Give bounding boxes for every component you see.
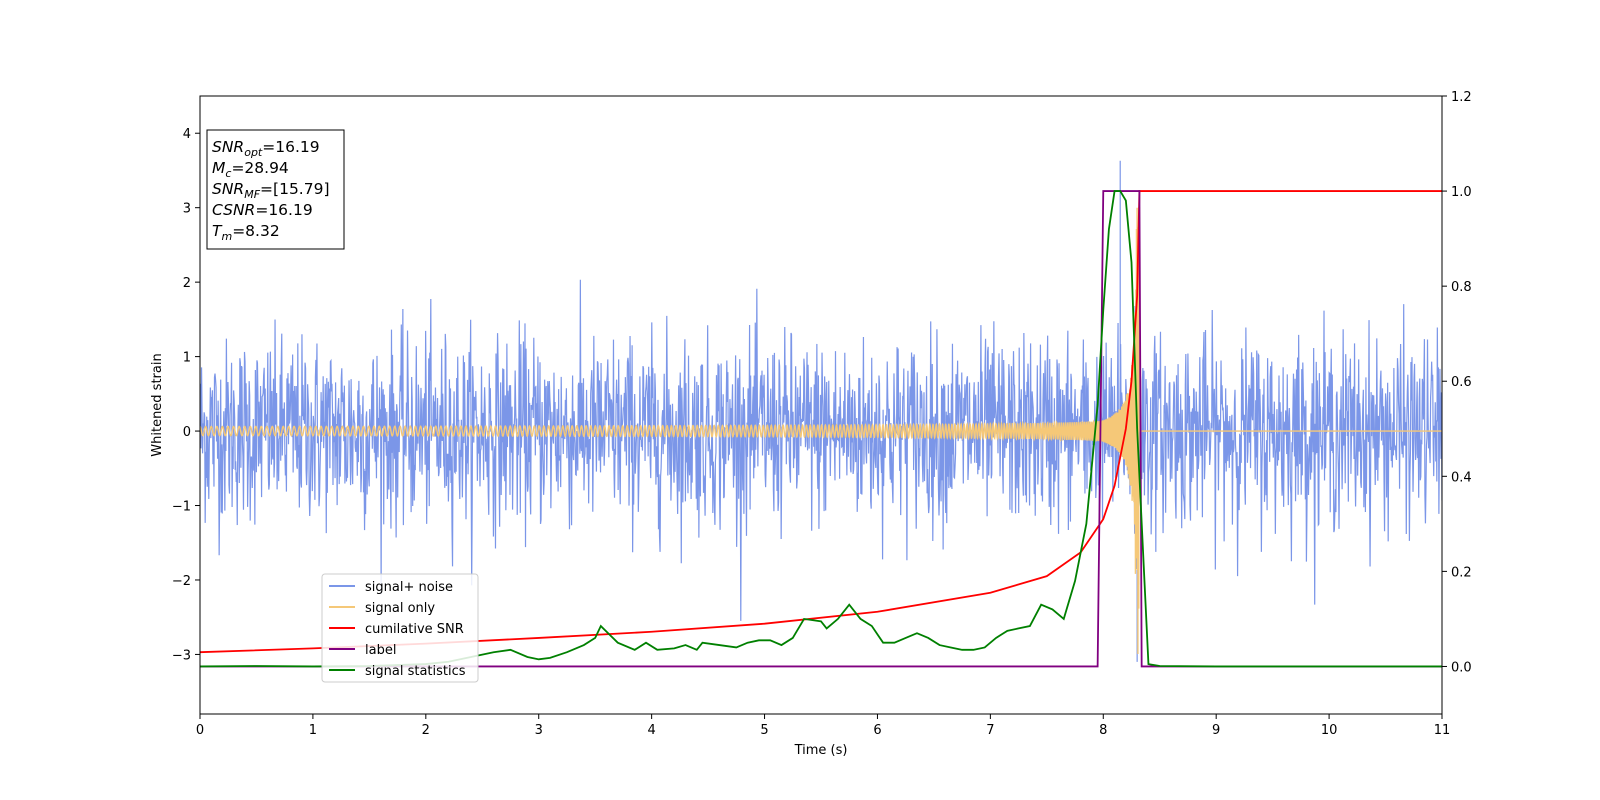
y2-tick-label: 1.2: [1451, 90, 1472, 105]
y-tick-label: −2: [172, 574, 191, 589]
y2-tick-label: 0.4: [1451, 470, 1472, 485]
x-tick-label: 2: [422, 723, 430, 738]
y-tick-label: −3: [172, 648, 191, 663]
x-tick-label: 3: [535, 723, 543, 738]
y2-tick-label: 0.2: [1451, 565, 1472, 580]
y-tick-label: −1: [172, 500, 191, 515]
x-tick-label: 7: [986, 723, 994, 738]
y-tick-label: 3: [183, 202, 191, 217]
plot-frame: [199, 95, 1443, 715]
legend-label: signal+ noise: [365, 580, 453, 595]
x-tick-label: 6: [873, 723, 881, 738]
legend: signal+ noise signal only cumilative SNR la…: [321, 573, 479, 683]
y-tick-label: 1: [183, 351, 191, 366]
info-line: Mc=28.94: [212, 159, 289, 180]
legend-frame: [321, 573, 479, 683]
y-tick-label: 4: [183, 127, 191, 142]
x-tick-label: 11: [1434, 723, 1451, 738]
y2-tick-label: 1.0: [1451, 185, 1472, 200]
legend-label: label: [365, 643, 396, 658]
y2-tick-label: 0.8: [1451, 280, 1472, 295]
y2-tick-label: 0.6: [1451, 375, 1472, 390]
series-signal-only: [200, 207, 1442, 655]
info-line: CSNR=16.19: [212, 201, 313, 219]
x-tick-label: 8: [1099, 723, 1107, 738]
x-tick-label: 9: [1212, 723, 1220, 738]
info-line: SNRopt=16.19: [212, 138, 320, 159]
x-tick-label: 1: [309, 723, 317, 738]
y2-tick-label: 0.0: [1451, 660, 1472, 675]
x-tick-label: 0: [196, 723, 204, 738]
series-signal-statistics: [200, 190, 1442, 668]
x-tick-label: 10: [1321, 723, 1338, 738]
legend-label: signal only: [365, 601, 435, 616]
x-tick-label: 5: [760, 723, 768, 738]
x-axis-label: Time (s): [794, 743, 848, 758]
legend-label: signal statistics: [365, 664, 466, 679]
info-box: SNRopt=16.19Mc=28.94SNRMF=[15.79]CSNR=16…: [206, 129, 345, 250]
y-tick-label: 0: [183, 425, 191, 440]
x-tick-label: 4: [647, 723, 655, 738]
y-tick-label: 2: [183, 276, 191, 291]
info-box-frame: [206, 129, 345, 250]
y-axis-label: Whitened strain: [150, 353, 165, 456]
info-line: SNRMF=[15.79]: [212, 180, 330, 201]
legend-label: cumilative SNR: [365, 622, 464, 637]
series-cumilative-snr: [200, 190, 1442, 654]
info-line: Tm=8.32: [212, 222, 280, 243]
